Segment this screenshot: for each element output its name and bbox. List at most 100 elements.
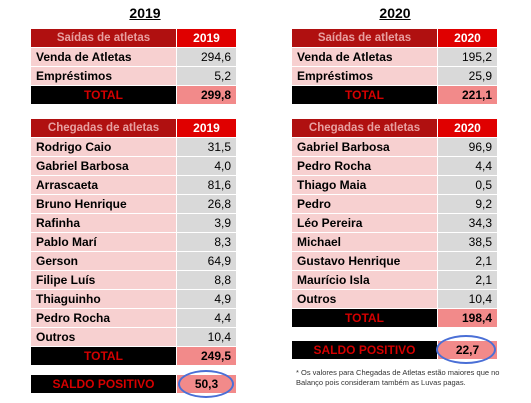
total-row: TOTAL 299,8 (30, 85, 237, 105)
total-row: TOTAL 221,1 (291, 85, 498, 105)
row-label: Filipe Luís (30, 270, 177, 290)
row-value: 96,9 (437, 137, 498, 157)
saidas-2020-year: 2020 (437, 28, 498, 48)
row-value: 4,9 (176, 289, 237, 309)
row-value: 38,5 (437, 232, 498, 252)
table-row: Thiaguinho 4,9 (30, 289, 237, 309)
saldo-label: SALDO POSITIVO (291, 340, 438, 360)
row-label: Gabriel Barbosa (291, 137, 438, 157)
row-label: Pedro (291, 194, 438, 214)
row-value: 9,2 (437, 194, 498, 214)
total-row: TOTAL 249,5 (30, 346, 237, 366)
row-value: 4,4 (437, 156, 498, 176)
row-label: Outros (30, 327, 177, 347)
total-value: 198,4 (437, 308, 498, 328)
table-row: Outros 10,4 (291, 289, 498, 309)
row-value: 4,4 (176, 308, 237, 328)
table-row: Pablo Marí 8,3 (30, 232, 237, 252)
row-label: Arrascaeta (30, 175, 177, 195)
row-value: 294,6 (176, 47, 237, 67)
saidas-2020-header: Saídas de atletas 2020 (291, 28, 498, 48)
table-row: Empréstimos 5,2 (30, 66, 237, 86)
saldo-2019-table: SALDO POSITIVO 50,3 (30, 374, 237, 394)
row-value: 64,9 (176, 251, 237, 271)
row-label: Maurício Isla (291, 270, 438, 290)
saidas-2019-header: Saídas de atletas 2019 (30, 28, 237, 48)
row-value: 26,8 (176, 194, 237, 214)
row-label: Venda de Atletas (291, 47, 438, 67)
table-row: Bruno Henrique 26,8 (30, 194, 237, 214)
row-value: 195,2 (437, 47, 498, 67)
table-row: Arrascaeta 81,6 (30, 175, 237, 195)
row-value: 81,6 (176, 175, 237, 195)
row-label: Gabriel Barbosa (30, 156, 177, 176)
row-label: Venda de Atletas (30, 47, 177, 67)
table-row: Rafinha 3,9 (30, 213, 237, 233)
row-label: Empréstimos (291, 66, 438, 86)
row-value: 3,9 (176, 213, 237, 233)
saidas-2020-table: Saídas de atletas 2020 Venda de Atletas … (291, 28, 498, 105)
table-row: Gustavo Henrique 2,1 (291, 251, 498, 271)
row-value: 2,1 (437, 270, 498, 290)
chegadas-2020-title: Chegadas de atletas (291, 118, 438, 138)
row-value: 0,5 (437, 175, 498, 195)
saldo-value: 50,3 (176, 374, 237, 394)
table-row: Rodrigo Caio 31,5 (30, 137, 237, 157)
row-label: Thiaguinho (30, 289, 177, 309)
row-value: 4,0 (176, 156, 237, 176)
table-row: Pedro Rocha 4,4 (30, 308, 237, 328)
row-label: Thiago Maia (291, 175, 438, 195)
row-label: Pablo Marí (30, 232, 177, 252)
footnote: * Os valores para Chegadas de Atletas es… (296, 368, 500, 387)
chegadas-2019-title: Chegadas de atletas (30, 118, 177, 138)
row-label: Empréstimos (30, 66, 177, 86)
chegadas-2019-year: 2019 (176, 118, 237, 138)
saldo-row: SALDO POSITIVO 22,7 (291, 340, 498, 360)
row-label: Michael (291, 232, 438, 252)
table-row: Thiago Maia 0,5 (291, 175, 498, 195)
chegadas-2020-table: Chegadas de atletas 2020 Gabriel Barbosa… (291, 118, 498, 328)
row-label: Pedro Rocha (30, 308, 177, 328)
total-row: TOTAL 198,4 (291, 308, 498, 328)
row-label: Outros (291, 289, 438, 309)
row-value: 8,8 (176, 270, 237, 290)
row-value: 8,3 (176, 232, 237, 252)
row-value: 5,2 (176, 66, 237, 86)
total-value: 221,1 (437, 85, 498, 105)
total-label: TOTAL (291, 308, 438, 328)
table-row: Maurício Isla 2,1 (291, 270, 498, 290)
total-label: TOTAL (30, 346, 177, 366)
table-row: Gerson 64,9 (30, 251, 237, 271)
year-2020-heading: 2020 (379, 5, 411, 21)
row-label: Bruno Henrique (30, 194, 177, 214)
row-label: Gerson (30, 251, 177, 271)
table-row: Filipe Luís 8,8 (30, 270, 237, 290)
row-label: Rodrigo Caio (30, 137, 177, 157)
row-value: 31,5 (176, 137, 237, 157)
row-label: Léo Pereira (291, 213, 438, 233)
table-row: Léo Pereira 34,3 (291, 213, 498, 233)
total-value: 249,5 (176, 346, 237, 366)
saldo-2020-table: SALDO POSITIVO 22,7 (291, 340, 498, 360)
total-label: TOTAL (30, 85, 177, 105)
row-value: 10,4 (176, 327, 237, 347)
table-row: Michael 38,5 (291, 232, 498, 252)
row-value: 2,1 (437, 251, 498, 271)
table-row: Gabriel Barbosa 4,0 (30, 156, 237, 176)
table-row: Gabriel Barbosa 96,9 (291, 137, 498, 157)
table-row: Empréstimos 25,9 (291, 66, 498, 86)
chegadas-2019-header: Chegadas de atletas 2019 (30, 118, 237, 138)
table-row: Pedro 9,2 (291, 194, 498, 214)
row-label: Gustavo Henrique (291, 251, 438, 271)
saidas-2019-table: Saídas de atletas 2019 Venda de Atletas … (30, 28, 237, 105)
table-row: Outros 10,4 (30, 327, 237, 347)
total-label: TOTAL (291, 85, 438, 105)
row-value: 25,9 (437, 66, 498, 86)
table-row: Venda de Atletas 195,2 (291, 47, 498, 67)
year-2019-heading: 2019 (129, 5, 161, 21)
row-value: 10,4 (437, 289, 498, 309)
row-label: Pedro Rocha (291, 156, 438, 176)
saldo-row: SALDO POSITIVO 50,3 (30, 374, 237, 394)
row-label: Rafinha (30, 213, 177, 233)
saidas-2020-title: Saídas de atletas (291, 28, 438, 48)
